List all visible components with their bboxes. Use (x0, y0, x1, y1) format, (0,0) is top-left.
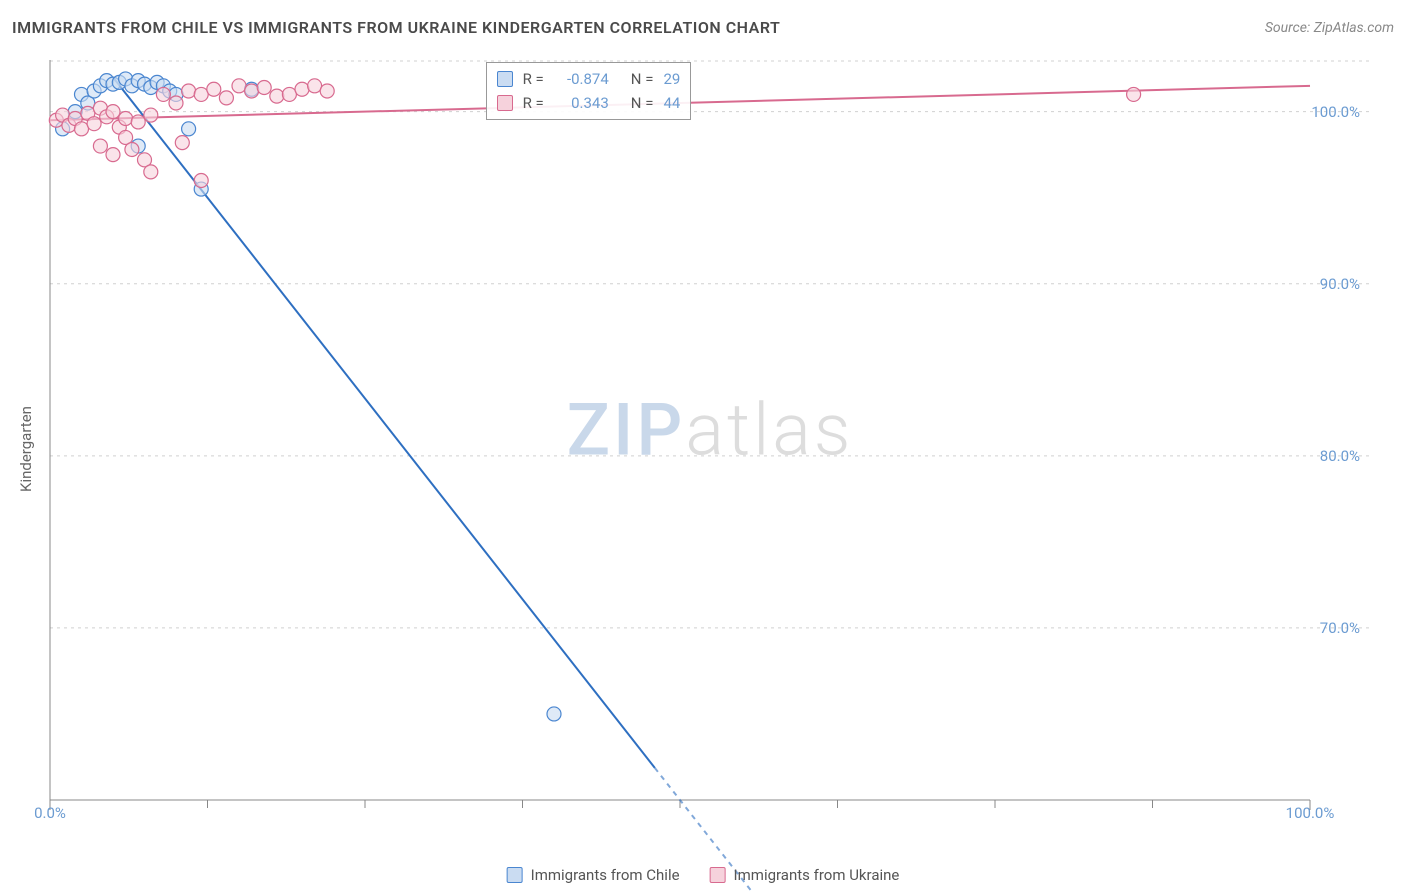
chart-title: IMMIGRANTS FROM CHILE VS IMMIGRANTS FROM… (12, 18, 780, 37)
x-tick-label: 0.0% (34, 804, 66, 822)
plot-area: ZIPatlas R = -0.874N = 29R = 0.343N = 44… (50, 60, 1370, 830)
y-tick-label: 90.0% (1320, 275, 1360, 293)
scatter-chart (50, 60, 1370, 830)
legend-item-ukraine: Immigrants from Ukraine (710, 866, 900, 884)
source-label: Source: ZipAtlas.com (1265, 20, 1394, 36)
x-tick-label: 100.0% (1286, 804, 1335, 822)
legend-item-chile: Immigrants from Chile (507, 866, 680, 884)
y-tick-label: 80.0% (1320, 447, 1360, 465)
legend-swatch-ukraine (710, 867, 726, 883)
y-tick-label: 70.0% (1320, 619, 1360, 637)
legend-label-chile: Immigrants from Chile (531, 866, 680, 884)
y-tick-label: 100.0% (1311, 103, 1360, 121)
legend-label-ukraine: Immigrants from Ukraine (734, 866, 900, 884)
y-axis-label: Kindergarten (17, 406, 35, 492)
legend-swatch-chile (507, 867, 523, 883)
bottom-legend: Immigrants from Chile Immigrants from Uk… (507, 866, 900, 884)
stats-legend: R = -0.874N = 29R = 0.343N = 44 (486, 62, 692, 120)
title-bar: IMMIGRANTS FROM CHILE VS IMMIGRANTS FROM… (12, 18, 1394, 37)
stats-row-ukraine: R = 0.343N = 44 (497, 91, 681, 115)
stats-row-chile: R = -0.874N = 29 (497, 67, 681, 91)
